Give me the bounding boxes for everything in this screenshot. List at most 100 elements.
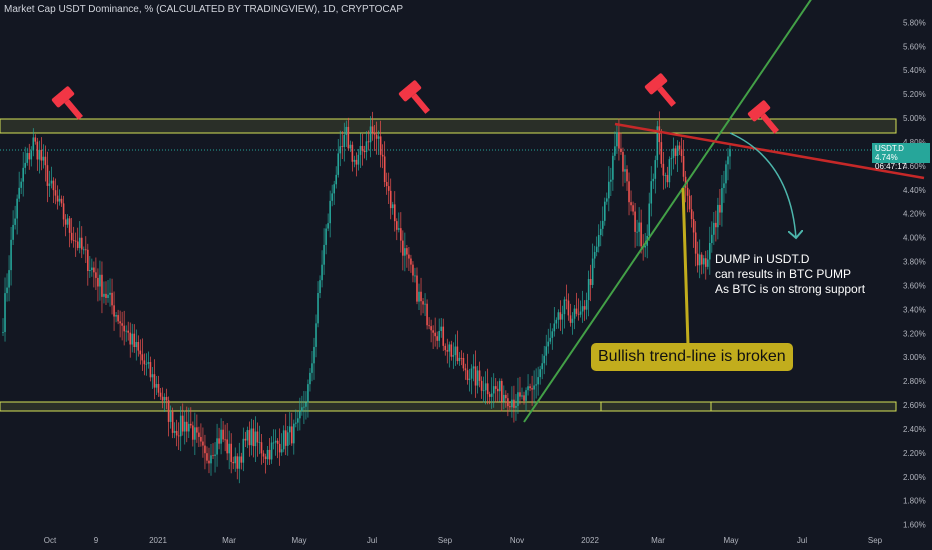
candle-body <box>335 174 338 185</box>
candle-body <box>674 148 677 156</box>
candle-body <box>529 386 531 389</box>
time-axis[interactable]: Oct 9 2021 Mar May Jul Sep Nov 2022 Mar May Jul Sep <box>44 536 883 545</box>
candle-body <box>14 218 16 225</box>
candle-body <box>238 456 241 469</box>
candle-body <box>286 432 289 446</box>
callout-pointer <box>681 187 690 346</box>
candle-body <box>248 430 251 446</box>
candle-body <box>222 429 224 440</box>
candle-body <box>664 175 667 176</box>
candle-body <box>187 423 190 432</box>
candle-body <box>579 311 582 315</box>
candle-body <box>634 211 636 232</box>
candle-body <box>66 218 69 225</box>
candle-body <box>149 362 152 378</box>
candle-body <box>115 315 117 317</box>
candle-body <box>87 249 89 272</box>
candle-body <box>543 355 546 364</box>
candle-body <box>72 240 75 242</box>
candle-body <box>244 438 247 441</box>
analysis-note[interactable]: DUMP in USDT.D can results in BTC PUMP A… <box>715 252 865 297</box>
y-tick-label: 2.40% <box>903 425 926 434</box>
candle-body <box>234 456 237 464</box>
candle-body <box>404 248 406 256</box>
candle-body <box>723 183 725 189</box>
candle-body <box>278 443 281 453</box>
candle-body <box>727 156 729 165</box>
candle-body <box>10 239 12 271</box>
candle-body <box>385 182 388 187</box>
y-tick-label: 4.00% <box>903 234 926 243</box>
candle-body <box>595 246 598 253</box>
bullish-trend-line[interactable] <box>523 0 812 423</box>
candle-body <box>694 232 697 254</box>
candle-body <box>173 430 176 433</box>
hammer-icon <box>398 80 431 114</box>
candle-body <box>109 292 111 295</box>
trendline-callout[interactable]: Bullish trend-line is broken <box>591 343 793 371</box>
price-axis[interactable]: 5.80% 5.60% 5.40% 5.20% 5.00% 4.80% 4.60% 4.40%… <box>903 18 926 529</box>
candle-body <box>440 326 443 331</box>
candle-body <box>194 427 196 440</box>
y-tick-label: 2.60% <box>903 401 926 410</box>
y-tick-label: 4.20% <box>903 210 926 219</box>
support-zone[interactable] <box>0 401 897 412</box>
candle-body <box>383 156 386 183</box>
candle-body <box>329 200 331 224</box>
candle-body <box>608 181 610 199</box>
candle-body <box>202 441 204 446</box>
candle-body <box>593 252 596 259</box>
candle-body <box>614 146 616 156</box>
candle-body <box>472 366 475 369</box>
candle-body <box>224 439 226 441</box>
candle-body <box>541 363 543 370</box>
x-tick-label: May <box>723 536 738 545</box>
candle-body <box>76 241 79 248</box>
candle-body <box>698 254 701 266</box>
candle-body <box>636 231 638 233</box>
candle-body <box>702 258 705 265</box>
candle-body <box>462 357 465 369</box>
candle-body <box>626 169 628 182</box>
candle-body <box>169 411 172 422</box>
candle-body <box>422 301 424 305</box>
candle-body <box>246 430 249 441</box>
candle-body <box>30 150 33 160</box>
candle-body <box>84 249 87 251</box>
candle-body <box>379 136 382 155</box>
candle-body <box>509 406 511 408</box>
candle-body <box>240 456 243 463</box>
candle-body <box>40 149 43 161</box>
candle-body <box>18 187 20 199</box>
candle-body <box>567 300 570 316</box>
candle-body <box>258 442 261 444</box>
resistance-zone[interactable] <box>0 118 897 134</box>
candle-body <box>599 228 602 236</box>
candle-body <box>325 228 327 245</box>
candle-body <box>359 145 362 155</box>
candle-body <box>343 134 346 148</box>
candle-body <box>525 390 527 401</box>
candle-body <box>551 331 554 338</box>
candle-body <box>632 205 634 212</box>
projection-arrow[interactable] <box>729 132 796 238</box>
descending-resistance-line[interactable] <box>614 122 925 180</box>
y-tick-label: 3.00% <box>903 353 926 362</box>
candle-body <box>48 183 51 186</box>
candle-body <box>690 209 693 220</box>
candle-body <box>367 141 370 143</box>
candle-body <box>666 175 669 183</box>
y-tick-label: 1.60% <box>903 521 926 530</box>
candle-body <box>700 254 703 265</box>
x-tick-label: 2022 <box>581 536 599 545</box>
candle-body <box>589 278 592 285</box>
candle-body <box>301 407 303 412</box>
candle-body <box>295 422 297 424</box>
candle-body <box>515 405 517 408</box>
hammer-icon <box>747 100 780 134</box>
candle-body <box>80 237 83 250</box>
y-tick-label: 2.80% <box>903 377 926 386</box>
candle-body <box>183 421 186 432</box>
